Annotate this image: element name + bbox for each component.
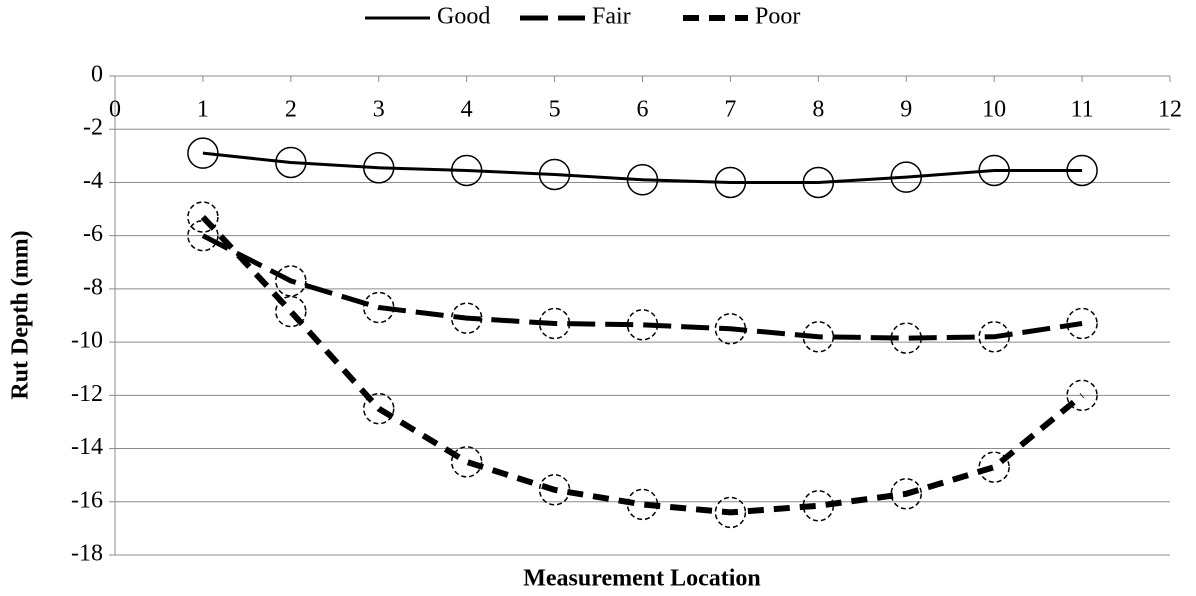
y-tick-label: -10 [71,328,103,354]
y-tick-label: -16 [71,487,103,513]
point-marker [714,313,747,345]
point-marker [450,302,483,334]
y-tick-label: 0 [91,62,103,88]
x-tick-label: 5 [549,97,561,123]
y-tick-label: -8 [83,274,103,300]
x-tick-label: 2 [285,97,297,123]
series-line [201,233,1083,341]
point-marker [450,154,483,187]
series-line [202,151,1083,184]
point-marker [978,154,1010,187]
point-marker [626,488,659,521]
point-marker [626,164,659,196]
point-marker [978,451,1010,483]
point-marker [714,166,747,199]
x-tick-label: 8 [812,97,824,123]
point-marker [187,201,219,233]
point-marker [978,321,1010,353]
point-marker [1066,379,1098,412]
y-tick-label: -4 [83,168,103,194]
point-marker [626,309,659,341]
point-marker [363,392,395,425]
point-marker [802,166,835,199]
x-tick-label: 11 [1071,97,1094,123]
x-tick-label: 12 [1158,97,1182,123]
x-tick-label: 7 [724,97,736,123]
x-tick-label: 10 [982,97,1006,123]
y-axis-title: Rut Depth (mm) [8,230,34,399]
y-tick-label: -18 [71,541,103,567]
point-marker [538,158,571,191]
point-marker [890,322,922,354]
point-marker [363,152,395,184]
point-marker [1066,154,1098,187]
y-tick-label: -2 [83,115,103,141]
point-marker [802,321,835,353]
point-marker [714,496,747,529]
x-axis-title: Measurement Location [523,566,761,592]
point-marker [275,265,307,297]
x-tick-label: 0 [109,97,121,123]
point-marker [802,490,835,522]
point-marker [275,146,307,179]
y-tick-label: -6 [83,221,103,247]
point-marker [450,446,483,478]
point-marker [890,161,922,193]
point-marker [187,219,219,252]
legend-label: Good [437,4,490,30]
point-marker [1066,307,1098,340]
y-tick-label: -14 [71,434,103,460]
x-tick-label: 6 [637,97,649,123]
x-tick-label: 3 [373,97,385,123]
series-line [200,214,1084,516]
legend-label: Poor [755,4,800,30]
x-tick-label: 1 [197,97,209,123]
point-marker [538,474,571,506]
point-marker [363,291,395,324]
point-marker [275,295,307,328]
x-tick-label: 9 [900,97,912,123]
legend-label: Fair [592,4,631,30]
point-marker [187,137,219,169]
y-tick-label: -12 [71,381,103,407]
x-tick-label: 4 [461,97,473,123]
point-marker [538,307,571,340]
point-marker [890,478,922,510]
